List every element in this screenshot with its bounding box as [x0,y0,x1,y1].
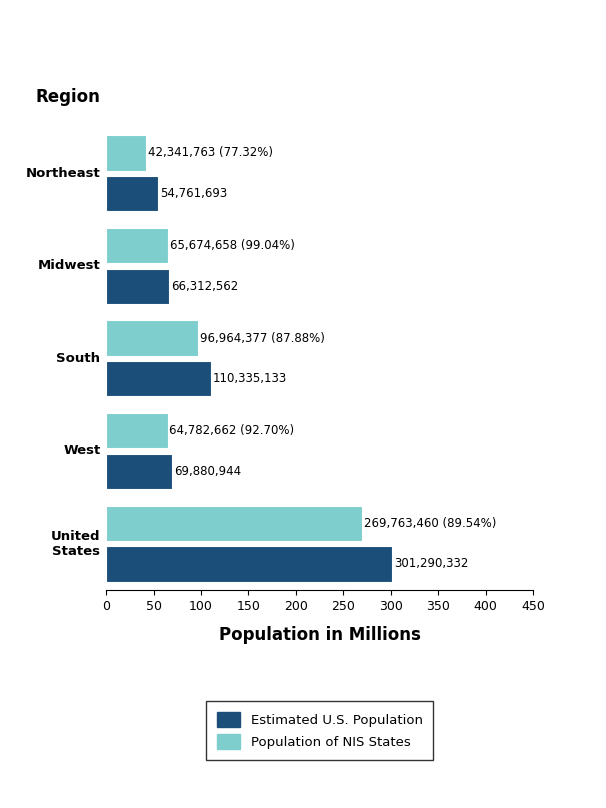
Text: 269,763,460 (89.54%): 269,763,460 (89.54%) [364,516,496,530]
Bar [106,268,169,304]
Bar [106,361,211,397]
Bar [106,176,158,211]
Text: 54,761,693: 54,761,693 [160,187,227,200]
Text: 301,290,332: 301,290,332 [394,558,468,570]
X-axis label: Population in Millions: Population in Millions [219,626,421,645]
Text: 65,674,658 (99.04%): 65,674,658 (99.04%) [170,239,295,252]
Text: 66,312,562: 66,312,562 [171,280,238,292]
Bar [106,506,362,541]
Bar [106,413,167,448]
Bar [106,135,146,170]
Bar [106,546,392,582]
Text: 110,335,133: 110,335,133 [213,372,287,385]
Text: Region: Region [36,88,101,106]
Legend: Estimated U.S. Population, Population of NIS States: Estimated U.S. Population, Population of… [206,701,433,760]
Text: 64,782,662 (92.70%): 64,782,662 (92.70%) [170,424,295,437]
Bar [106,454,172,489]
Text: 96,964,377 (87.88%): 96,964,377 (87.88%) [200,331,325,344]
Text: 69,880,944: 69,880,944 [175,465,241,478]
Bar [106,321,198,356]
Text: 42,341,763 (77.32%): 42,341,763 (77.32%) [148,146,273,159]
Bar [106,228,168,263]
